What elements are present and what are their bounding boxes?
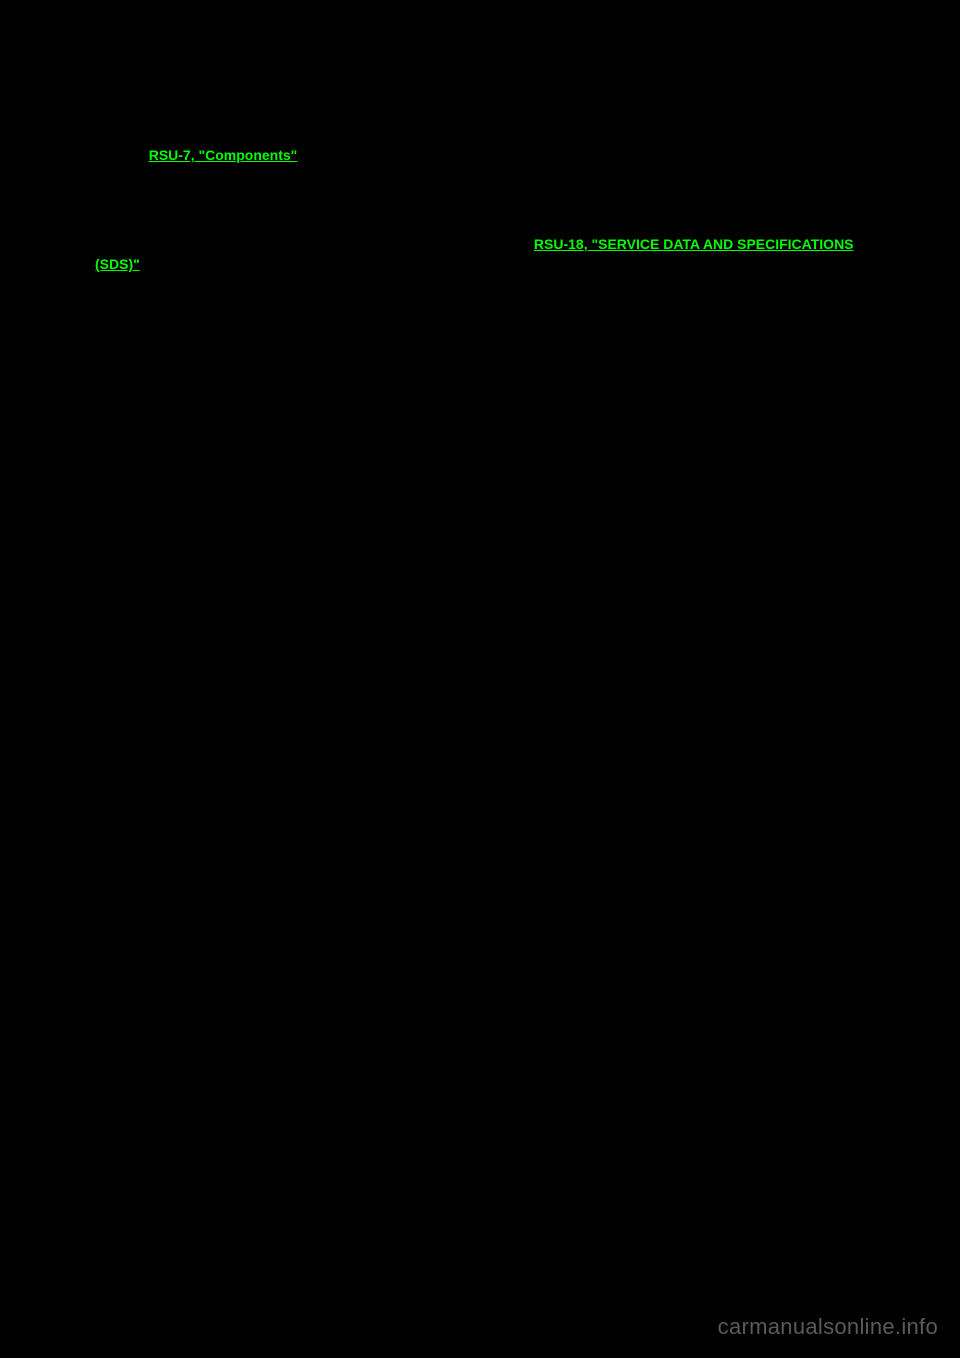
bullet-2-post: . [140,256,144,272]
watermark-text: carmanualsonline.info [718,1314,938,1340]
install-line-1-pre: Refer to [95,147,149,163]
bullet-1-text: Do not reuse the wheel hub lock nut and … [95,214,597,230]
link-components[interactable]: RSU-7, "Components" [149,147,298,163]
section-title: REAR SUSPENSION [95,74,865,91]
note-text: Assemble the disc rotor and wheel hub. T… [95,190,865,210]
install-line-1: Refer to RSU-7, "Components" and install… [95,145,865,165]
bullet-2-pre: For tightening torque and other installa… [95,236,534,252]
page-header: RSU-6 [QR25DE] [95,55,865,72]
manual-page: RSU-6 [QR25DE] REAR SUSPENSION INSTALLAT… [0,0,960,1358]
bullet-1: Do not reuse the wheel hub lock nut and … [95,212,865,232]
engine-code: [QR25DE] [795,55,865,72]
page-number: RSU-6 [95,55,140,72]
install-line-1-post: and install in the reverse order of remo… [297,147,562,163]
bullet-2: For tightening torque and other installa… [95,234,865,275]
note-label: NOTE: [95,167,865,187]
installation-heading: INSTALLATION [95,117,865,137]
